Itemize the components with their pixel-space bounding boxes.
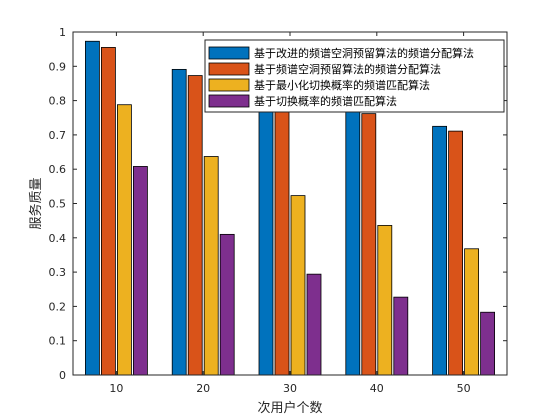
legend-entry: 基于切换概率的频谱匹配算法 (254, 94, 397, 108)
x-tick-label: 10 (109, 382, 123, 395)
bar (101, 47, 116, 376)
x-tick-label: 40 (370, 382, 384, 395)
legend-box (204, 39, 505, 113)
legend-swatch (208, 94, 250, 108)
y-tick-label: 0.6 (49, 163, 67, 176)
legend-entry: 基于最小化切换概率的频谱匹配算法 (254, 78, 430, 92)
x-tick-label: 20 (196, 382, 210, 395)
bar (432, 125, 448, 376)
bar (480, 311, 496, 376)
x-tick-label: 50 (457, 382, 471, 395)
bar (203, 156, 219, 376)
x-axis: 10 20 30 40 50 (109, 32, 471, 395)
bar (377, 225, 393, 376)
bar (345, 103, 361, 376)
bar (132, 166, 148, 376)
y-tick-label: 0.7 (49, 129, 67, 142)
y-tick-label: 0 (59, 369, 66, 382)
bar (274, 101, 290, 376)
legend-entry: 基于频谱空洞预留算法的频谱分配算法 (254, 62, 441, 76)
x-axis-label: 次用户个数 (257, 400, 322, 416)
bars-group (85, 40, 496, 376)
y-tick-label: 0.8 (49, 95, 67, 108)
x-tick-label: 30 (283, 382, 297, 395)
bar (85, 40, 100, 376)
bar (448, 130, 464, 376)
y-tick-label: 0.4 (49, 232, 67, 245)
y-tick-label: 0.3 (49, 266, 67, 279)
legend-swatch (208, 46, 250, 60)
bar (464, 248, 480, 376)
legend-entry: 基于改进的频谱空洞预留算法的频谱分配算法 (254, 46, 474, 60)
legend-swatch (208, 78, 250, 92)
y-tick-label: 0.5 (49, 198, 67, 211)
legend: 基于改进的频谱空洞预留算法的频谱分配算法基于频谱空洞预留算法的频谱分配算法基于最… (204, 39, 505, 113)
bar (361, 113, 377, 376)
y-axis: 0 0.1 0.2 0.3 0.4 0.5 0.6 0.7 0.8 0.9 1 (49, 26, 507, 382)
y-axis-label: 服务质量 (28, 177, 44, 229)
bar (290, 195, 306, 376)
bar (258, 96, 274, 376)
bar (187, 75, 203, 376)
y-tick-label: 0.9 (49, 60, 67, 73)
bar (171, 68, 187, 376)
legend-swatch (208, 62, 250, 76)
bar (117, 104, 132, 376)
y-tick-label: 0.2 (49, 300, 67, 313)
bar (219, 233, 235, 376)
y-tick-label: 1 (59, 26, 66, 39)
bar (393, 296, 409, 376)
bar (306, 273, 322, 376)
y-tick-label: 0.1 (49, 335, 67, 348)
